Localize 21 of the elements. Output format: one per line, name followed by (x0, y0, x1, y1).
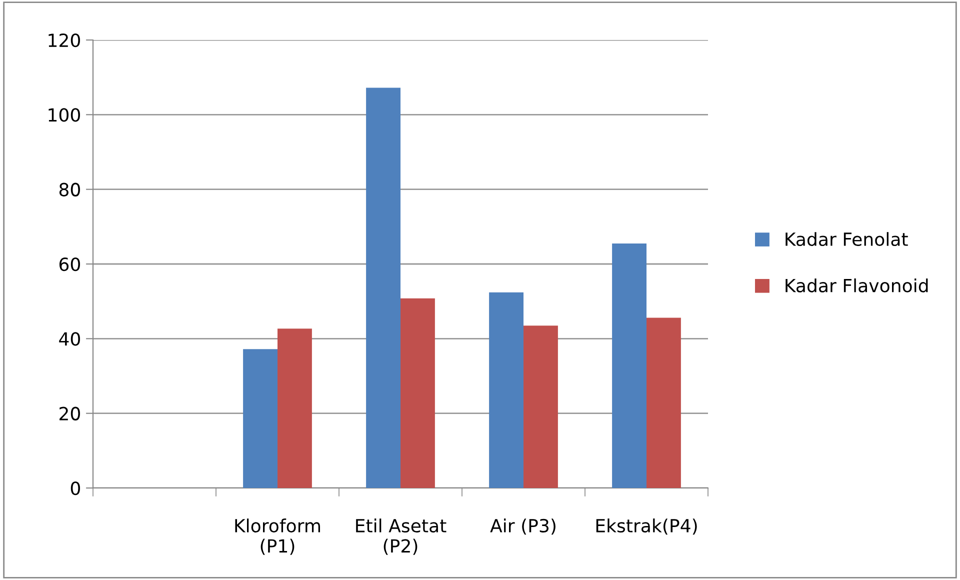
y-tick-label: 40 (59, 332, 80, 346)
legend-label: Kadar Fenolat (786, 232, 908, 246)
bar (278, 328, 312, 488)
y-tick-label: 100 (48, 108, 80, 122)
x-tick-label: Ekstrak(P4) (596, 518, 697, 535)
y-tick-label: 120 (48, 33, 80, 48)
legend-label: Kadar Flavonoid (786, 278, 928, 292)
x-tick-label: Etil Asetat (P2) (356, 518, 446, 555)
bar (524, 326, 558, 488)
y-tick-label: 0 (70, 481, 80, 496)
bar (366, 88, 400, 488)
y-tick-label: 80 (59, 182, 80, 196)
bar (243, 349, 278, 488)
y-tick-label: 20 (60, 406, 80, 420)
x-tick-label: Air (P3) (490, 518, 556, 535)
bar (646, 318, 681, 488)
bar (612, 243, 646, 488)
x-tick-label: Kloroform (P1) (235, 518, 320, 555)
y-tick-label: 60 (59, 257, 80, 272)
bar (489, 292, 524, 488)
bar (400, 298, 435, 488)
